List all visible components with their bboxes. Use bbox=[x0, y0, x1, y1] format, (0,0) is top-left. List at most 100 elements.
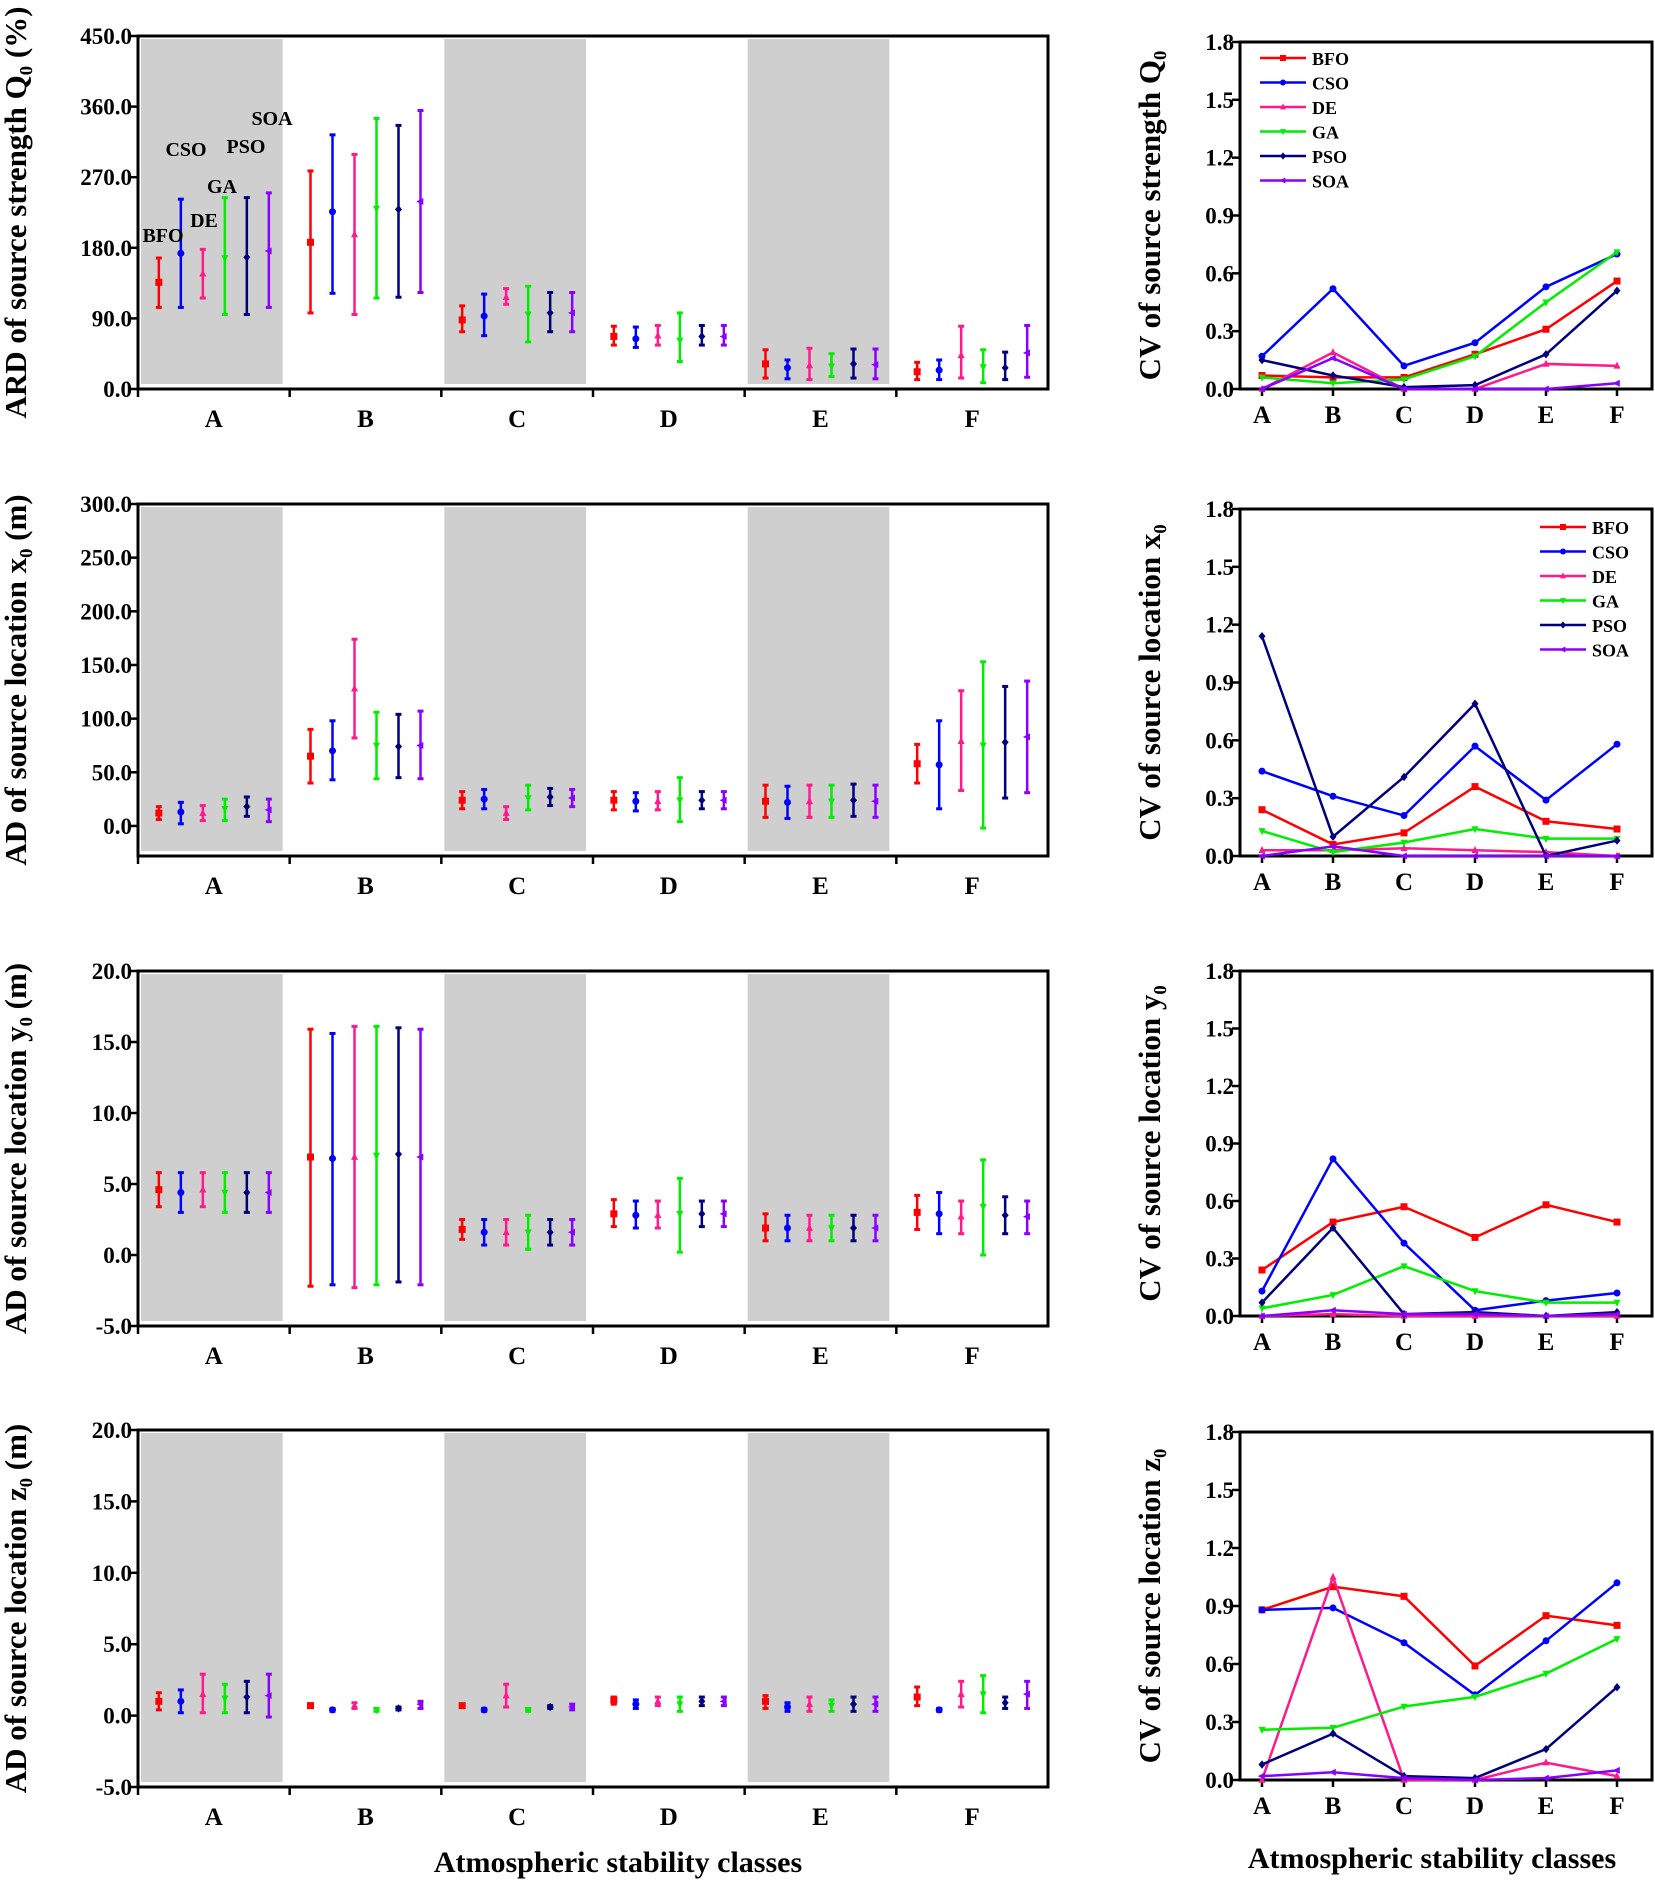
data-point bbox=[1542, 817, 1550, 825]
mean-point bbox=[913, 1208, 921, 1216]
data-point bbox=[1470, 852, 1478, 860]
y-tick-label: 0.3 bbox=[1205, 1710, 1234, 1735]
series-bfo bbox=[155, 727, 921, 822]
data-point bbox=[1542, 1201, 1550, 1209]
data-point bbox=[1542, 1758, 1550, 1766]
mean-point bbox=[373, 205, 380, 213]
data-point bbox=[1613, 361, 1621, 369]
y-tick-label: 150.0 bbox=[80, 653, 132, 678]
mean-point bbox=[828, 1702, 835, 1710]
legend-marker bbox=[1280, 103, 1286, 110]
series-soa bbox=[264, 679, 1031, 824]
data-point bbox=[1471, 1233, 1479, 1241]
legend-label-ga: GA bbox=[1592, 592, 1619, 612]
mean-point bbox=[199, 1689, 207, 1697]
y-tick-label: 0.0 bbox=[1205, 844, 1234, 869]
legend-marker bbox=[1280, 152, 1286, 160]
mean-point bbox=[373, 742, 380, 750]
data-point bbox=[1329, 1155, 1337, 1163]
data-point bbox=[1613, 1218, 1621, 1226]
series-line bbox=[1261, 280, 1618, 379]
x-tick-label: C bbox=[508, 873, 526, 900]
series-line bbox=[1261, 1686, 1618, 1780]
mean-point bbox=[935, 761, 943, 769]
legend-label-de: DE bbox=[1592, 567, 1617, 587]
y-tick-label: 1.5 bbox=[1205, 1478, 1234, 1503]
mean-point bbox=[935, 1706, 943, 1714]
mean-point bbox=[1022, 1690, 1030, 1698]
y-tick-label: 1.2 bbox=[1205, 1074, 1234, 1099]
shaded-region bbox=[747, 974, 890, 1321]
mean-point bbox=[307, 238, 314, 246]
x-tick-label: B bbox=[1325, 869, 1342, 896]
series-ga bbox=[1258, 249, 1621, 388]
shaded-region bbox=[747, 1433, 890, 1782]
data-point bbox=[1400, 1203, 1408, 1211]
y-axis-title: CV of source location z₀ bbox=[1132, 1449, 1167, 1764]
series-de bbox=[199, 637, 965, 823]
mean-point bbox=[307, 752, 314, 760]
series-pso bbox=[1258, 286, 1621, 392]
series-line bbox=[1261, 1308, 1618, 1318]
y-tick-label: 5.0 bbox=[103, 1172, 132, 1197]
y-tick-label: 0.9 bbox=[1205, 204, 1234, 229]
mean-point bbox=[458, 316, 466, 324]
legend-label-soa: SOA bbox=[1592, 641, 1629, 661]
series-soa bbox=[264, 1027, 1031, 1287]
series-cso bbox=[1258, 740, 1621, 820]
y-tick-label: 0.9 bbox=[1205, 671, 1234, 696]
y-tick-label: 0.0 bbox=[103, 1243, 132, 1268]
y-tick-label: 10.0 bbox=[92, 1101, 132, 1126]
data-point bbox=[1258, 1606, 1266, 1614]
x-tick-label: F bbox=[965, 406, 980, 433]
y-tick-label: 1.8 bbox=[1205, 959, 1234, 984]
y-tick-label: 0.3 bbox=[1205, 1247, 1234, 1272]
mean-point bbox=[458, 1702, 466, 1710]
series-cso bbox=[1258, 250, 1621, 370]
y-axis-title: AD of source location x₀ (m) bbox=[0, 494, 33, 865]
series-line bbox=[1261, 1581, 1618, 1697]
annotation-ga: GA bbox=[207, 176, 238, 198]
legend-label-pso: PSO bbox=[1312, 147, 1347, 167]
data-point bbox=[1613, 1289, 1621, 1297]
data-point bbox=[1258, 1775, 1266, 1783]
mean-point bbox=[329, 747, 336, 755]
errorbar-chart-2: 0.0 50.0 100.0 150.0 200.0 250.0 300.0 AD of so… bbox=[0, 492, 1050, 900]
mean-point bbox=[502, 808, 510, 816]
series-soa bbox=[1257, 354, 1620, 393]
series-ga bbox=[221, 1024, 987, 1287]
data-point bbox=[1329, 832, 1337, 841]
shaded-region bbox=[141, 974, 283, 1321]
series-cso bbox=[177, 133, 943, 382]
series-ga bbox=[1258, 1636, 1621, 1734]
mean-point bbox=[828, 363, 835, 371]
data-point bbox=[1400, 829, 1408, 837]
data-point bbox=[1542, 1612, 1550, 1620]
y-tick-label: 1.5 bbox=[1205, 555, 1234, 580]
series-ga bbox=[221, 1674, 987, 1715]
mean-point bbox=[199, 269, 207, 277]
series-pso bbox=[243, 123, 1009, 382]
series-de bbox=[199, 1672, 965, 1715]
mean-point bbox=[221, 1189, 229, 1197]
series-ga bbox=[221, 660, 987, 830]
mean-point bbox=[502, 293, 510, 301]
legend-marker bbox=[1280, 55, 1286, 61]
annotation-de: DE bbox=[190, 210, 218, 232]
data-point bbox=[1613, 825, 1621, 833]
shaded-region bbox=[747, 39, 890, 384]
y-tick-label: 5.0 bbox=[103, 1632, 132, 1657]
series-line bbox=[1261, 1637, 1618, 1731]
mean-point bbox=[395, 1704, 402, 1713]
series-ga bbox=[221, 116, 987, 385]
data-point bbox=[1258, 374, 1266, 382]
x-tick-label: C bbox=[508, 406, 526, 433]
series-line bbox=[1261, 251, 1618, 385]
series-line bbox=[1261, 252, 1618, 368]
data-point bbox=[1613, 249, 1621, 257]
mean-point bbox=[1001, 1211, 1009, 1220]
data-point bbox=[1470, 1310, 1478, 1318]
data-point bbox=[1258, 1760, 1266, 1769]
shaded-region bbox=[141, 39, 283, 384]
mean-point bbox=[784, 1224, 791, 1232]
